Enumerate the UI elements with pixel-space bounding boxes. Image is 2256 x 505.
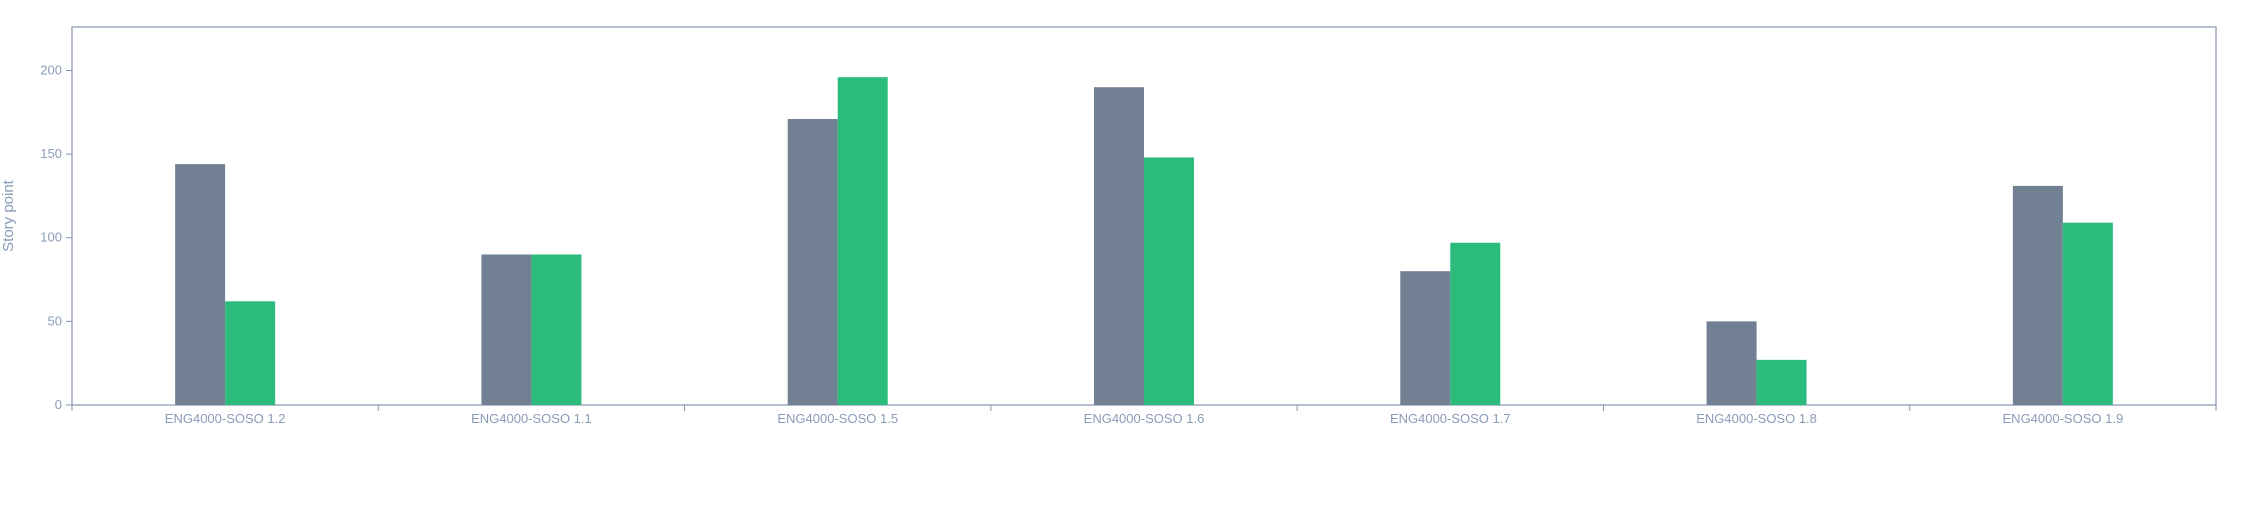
bars-group (175, 77, 2113, 405)
y-tick-label: 150 (40, 146, 62, 161)
x-axis: ENG4000-SOSO 1.2 ENG4000-SOSO 1.1 ENG4000-… (71, 405, 2217, 426)
bar-series-2-ENG4000-SOSO 1.8[interactable] (1756, 359, 1807, 405)
x-tick-label: ENG4000-SOSO 1.7 (1390, 411, 1511, 426)
bar-series-1-ENG4000-SOSO 1.6[interactable] (1094, 87, 1144, 405)
x-tick-label: ENG4000-SOSO 1.8 (1696, 411, 1817, 426)
x-tick-label: ENG4000-SOSO 1.6 (1084, 411, 1205, 426)
bar-series-1-ENG4000-SOSO 1.7[interactable] (1400, 271, 1451, 405)
bar-series-1-ENG4000-SOSO 1.8[interactable] (1706, 321, 1757, 405)
bar-series-2-ENG4000-SOSO 1.1[interactable] (531, 254, 582, 405)
x-tick-label: ENG4000-SOSO 1.2 (165, 411, 286, 426)
y-tick-label: 0 (55, 397, 62, 412)
y-tick-label: 200 (40, 62, 62, 77)
x-tick-label: ENG4000-SOSO 1.9 (2003, 411, 2124, 426)
bar-series-1-ENG4000-SOSO 1.9[interactable] (2012, 185, 2063, 405)
y-tick-label: 100 (40, 230, 62, 245)
bar-series-2-ENG4000-SOSO 1.6[interactable] (1144, 157, 1194, 405)
bar-series-1-ENG4000-SOSO 1.1[interactable] (481, 254, 532, 405)
bar-series-1-ENG4000-SOSO 1.5[interactable] (787, 118, 838, 405)
bar-series-2-ENG4000-SOSO 1.2[interactable] (225, 301, 276, 405)
y-tick-label: 50 (48, 313, 62, 328)
x-tick-label: ENG4000-SOSO 1.1 (471, 411, 592, 426)
bar-series-2-ENG4000-SOSO 1.9[interactable] (2062, 222, 2113, 405)
bar-series-2-ENG4000-SOSO 1.5[interactable] (837, 77, 888, 405)
y-axis-title: Story point (0, 179, 17, 252)
bar-series-1-ENG4000-SOSO 1.2[interactable] (175, 164, 226, 405)
bar-series-2-ENG4000-SOSO 1.7[interactable] (1450, 242, 1501, 405)
x-tick-label: ENG4000-SOSO 1.5 (777, 411, 898, 426)
y-axis: 0 50 100 150 200 (40, 62, 72, 412)
